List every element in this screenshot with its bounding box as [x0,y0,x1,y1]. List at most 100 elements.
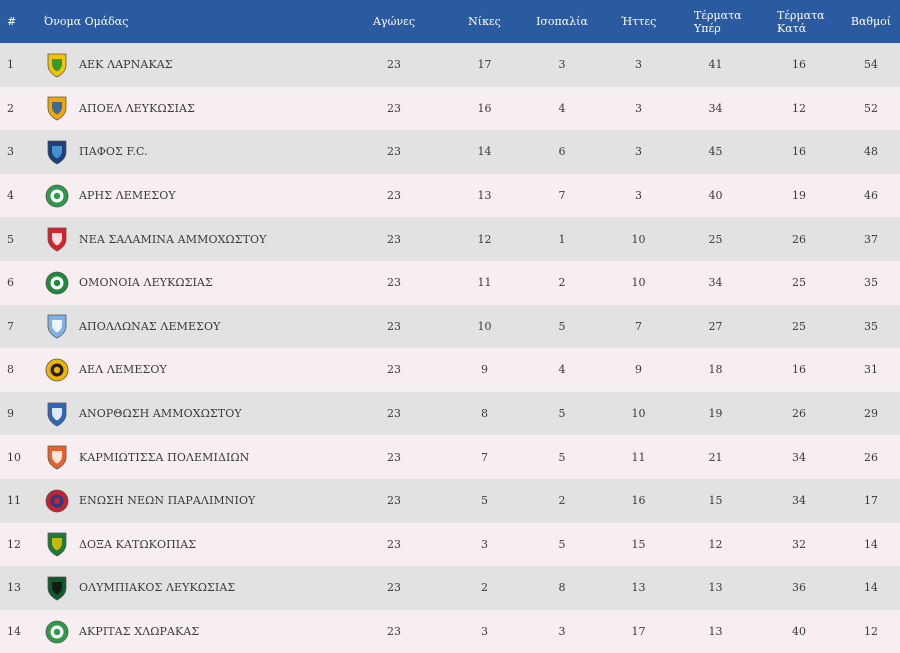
col-goals-against[interactable]: Τέρματα Κατά [757,9,841,35]
goals-against-cell: 32 [792,537,806,551]
col-draws[interactable]: Ισοπαλία [536,15,588,28]
col-played[interactable]: Αγώνες [372,15,416,28]
goals-against-cell: 34 [792,494,806,508]
table-row[interactable]: 13 ΟΛΥΜΠΙΑΚΟΣ ΛΕΥΚΩΣΙΑΣ 23 2 8 13 13 36 … [0,566,900,610]
table-header: # Όνομα Ομάδας Αγώνες Νίκες Ισοπαλία Ήττ… [0,0,900,43]
rank-cell: 7 [7,319,14,333]
table-row[interactable]: 1 ΑΕΚ ΛΑΡΝΑΚΑΣ 23 17 3 3 41 16 54 [0,43,900,87]
goals-against-cell: 26 [792,407,806,421]
team-cell[interactable]: ΑΕΛ ΛΕΜΕΣΟΥ [44,357,340,383]
team-crest-icon [44,183,70,209]
wins-cell: 14 [477,145,492,159]
team-cell[interactable]: ΟΛΥΜΠΙΑΚΟΣ ΛΕΥΚΩΣΙΑΣ [44,575,340,601]
goals-for-cell: 13 [708,581,723,595]
team-crest-icon [44,444,70,470]
team-cell[interactable]: ΑΡΗΣ ΛΕΜΕΣΟΥ [44,183,340,209]
goals-against-cell: 40 [792,625,806,639]
table-row[interactable]: 7 ΑΠΟΛΛΩΝΑΣ ΛΕΜΕΣΟΥ 23 10 5 7 27 25 35 [0,304,900,349]
goals-against-cell: 16 [792,58,806,72]
goals-for-cell: 40 [708,189,723,203]
team-name[interactable]: ΠΑΦΟΣ F.C. [79,145,148,159]
team-name[interactable]: ΑΚΡΙΤΑΣ ΧΛΩΡΑΚΑΣ [79,625,200,639]
draws-cell: 6 [558,145,566,159]
table-row[interactable]: 10 ΚΑΡΜΙΩΤΙΣΣΑ ΠΟΛΕΜΙΔΙΩΝ 23 7 5 11 21 3… [0,435,900,479]
table-row[interactable]: 11 ΕΝΩΣΗ ΝΕΩΝ ΠΑΡΑΛΙΜΝΙΟΥ 23 5 2 16 15 3… [0,478,900,523]
team-crest-icon [44,52,70,78]
wins-cell: 2 [481,581,488,595]
team-cell[interactable]: ΑΚΡΙΤΑΣ ΧΛΩΡΑΚΑΣ [44,619,340,645]
col-points[interactable]: Βαθμοί [850,15,892,28]
rank-cell: 5 [7,232,14,246]
table-row[interactable]: 2 ΑΠΟΕΛ ΛΕΥΚΩΣΙΑΣ 23 16 4 3 34 12 52 [0,86,900,131]
played-cell: 23 [387,58,401,72]
team-cell[interactable]: ΕΝΩΣΗ ΝΕΩΝ ΠΑΡΑΛΙΜΝΙΟΥ [44,488,340,514]
team-crest-icon [44,95,70,121]
team-name[interactable]: ΑΕΛ ΛΕΜΕΣΟΥ [79,363,167,377]
team-cell[interactable]: ΝΕΑ ΣΑΛΑΜΙΝΑ ΑΜΜΟΧΩΣΤΟΥ [44,226,340,252]
team-crest-icon [44,531,70,557]
rank-cell: 13 [7,581,21,595]
points-cell: 29 [864,407,878,421]
team-cell[interactable]: ΑΠΟΕΛ ΛΕΥΚΩΣΙΑΣ [44,95,340,121]
team-name[interactable]: ΕΝΩΣΗ ΝΕΩΝ ΠΑΡΑΛΙΜΝΙΟΥ [79,494,256,508]
team-name[interactable]: ΚΑΡΜΙΩΤΙΣΣΑ ΠΟΛΕΜΙΔΙΩΝ [79,450,250,464]
played-cell: 23 [387,450,401,464]
table-row[interactable]: 6 ΟΜΟΝΟΙΑ ΛΕΥΚΩΣΙΑΣ 23 11 2 10 34 25 35 [0,260,900,305]
team-name[interactable]: ΟΛΥΜΠΙΑΚΟΣ ΛΕΥΚΩΣΙΑΣ [79,581,236,595]
rank-cell: 3 [7,145,14,159]
team-name[interactable]: ΑΠΟΛΛΩΝΑΣ ΛΕΜΕΣΟΥ [79,319,221,333]
team-crest-icon [44,619,70,645]
losses-cell: 10 [631,232,646,246]
team-cell[interactable]: ΑΕΚ ΛΑΡΝΑΚΑΣ [44,52,340,78]
table-row[interactable]: 3 ΠΑΦΟΣ F.C. 23 14 6 3 45 16 48 [0,130,900,174]
table-row[interactable]: 14 ΑΚΡΙΤΑΣ ΧΛΩΡΑΚΑΣ 23 3 3 17 13 40 12 [0,609,900,653]
goals-against-cell: 26 [792,232,806,246]
team-cell[interactable]: ΠΑΦΟΣ F.C. [44,139,340,165]
points-cell: 26 [864,450,878,464]
goals-for-cell: 25 [708,232,723,246]
col-goals-against-line2: Κατά [777,21,807,35]
team-name[interactable]: ΑΠΟΕΛ ΛΕΥΚΩΣΙΑΣ [79,101,195,115]
team-cell[interactable]: ΑΝΟΡΘΩΣΗ ΑΜΜΟΧΩΣΤΟΥ [44,401,340,427]
played-cell: 23 [387,145,401,159]
draws-cell: 7 [558,189,566,203]
table-row[interactable]: 12 ΔΟΞΑ ΚΑΤΩΚΟΠΙΑΣ 23 3 5 15 12 32 14 [0,522,900,567]
draws-cell: 2 [558,276,566,290]
col-rank[interactable]: # [7,15,17,28]
team-name[interactable]: ΟΜΟΝΟΙΑ ΛΕΥΚΩΣΙΑΣ [79,276,213,290]
table-row[interactable]: 4 ΑΡΗΣ ΛΕΜΕΣΟΥ 23 13 7 3 40 19 46 [0,173,900,218]
team-name[interactable]: ΑΡΗΣ ΛΕΜΕΣΟΥ [79,189,176,203]
team-name[interactable]: ΑΝΟΡΘΩΣΗ ΑΜΜΟΧΩΣΤΟΥ [79,407,242,421]
col-losses[interactable]: Ήττες [620,15,657,28]
team-name[interactable]: ΔΟΞΑ ΚΑΤΩΚΟΠΙΑΣ [79,537,197,551]
goals-for-cell: 34 [708,276,723,290]
team-name[interactable]: ΝΕΑ ΣΑΛΑΜΙΝΑ ΑΜΜΟΧΩΣΤΟΥ [79,232,267,246]
points-cell: 35 [864,276,878,290]
wins-cell: 7 [481,450,488,464]
table-row[interactable]: 5 ΝΕΑ ΣΑΛΑΜΙΝΑ ΑΜΜΟΧΩΣΤΟΥ 23 12 1 10 25 … [0,217,900,261]
team-cell[interactable]: ΔΟΞΑ ΚΑΤΩΚΟΠΙΑΣ [44,531,340,557]
team-crest-icon [44,226,70,252]
team-name[interactable]: ΑΕΚ ΛΑΡΝΑΚΑΣ [79,58,173,72]
rank-cell: 12 [7,537,21,551]
col-team[interactable]: Όνομα Ομάδας [44,15,129,28]
losses-cell: 3 [635,189,642,203]
goals-against-cell: 12 [792,101,806,115]
points-cell: 14 [864,537,878,551]
col-goals-for-line2: Υπέρ [694,21,721,35]
wins-cell: 16 [477,101,492,115]
played-cell: 23 [387,276,401,290]
table-row[interactable]: 8 ΑΕΛ ΛΕΜΕΣΟΥ 23 9 4 9 18 16 31 [0,348,900,392]
col-wins[interactable]: Νίκες [468,15,501,28]
wins-cell: 17 [477,58,492,72]
rank-cell: 14 [7,625,21,639]
table-row[interactable]: 9 ΑΝΟΡΘΩΣΗ ΑΜΜΟΧΩΣΤΟΥ 23 8 5 10 19 26 29 [0,391,900,436]
goals-for-cell: 12 [708,537,723,551]
goals-for-cell: 19 [708,407,723,421]
losses-cell: 3 [635,58,642,72]
team-cell[interactable]: ΚΑΡΜΙΩΤΙΣΣΑ ΠΟΛΕΜΙΔΙΩΝ [44,444,340,470]
played-cell: 23 [387,189,401,203]
team-cell[interactable]: ΑΠΟΛΛΩΝΑΣ ΛΕΜΕΣΟΥ [44,313,340,339]
team-cell[interactable]: ΟΜΟΝΟΙΑ ΛΕΥΚΩΣΙΑΣ [44,270,340,296]
col-goals-for[interactable]: Τέρματα Υπέρ [674,9,757,35]
